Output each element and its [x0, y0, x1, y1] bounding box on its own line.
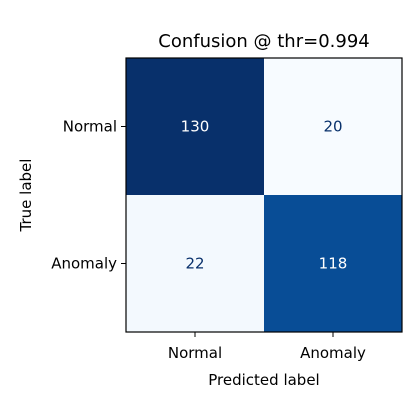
y-axis-label: True label	[17, 159, 35, 233]
cell-anomaly-normal	[126, 195, 264, 332]
cell-normal-normal-value: 130	[181, 118, 210, 136]
cell-anomaly-anomaly-value: 118	[319, 255, 348, 273]
y-tick-label: Normal	[63, 118, 117, 136]
heatmap-cells	[126, 58, 402, 332]
cell-anomaly-normal-value: 22	[185, 255, 204, 273]
cell-anomaly-anomaly	[264, 195, 402, 332]
cell-normal-normal	[126, 58, 264, 195]
cell-normal-anomaly-value: 20	[323, 118, 342, 136]
cell-value-labels: 130 20 22 118	[181, 118, 348, 273]
x-tick-label: Anomaly	[300, 344, 366, 362]
x-axis-ticks: Normal Anomaly	[168, 332, 366, 362]
chart-title: Confusion @ thr=0.994	[158, 31, 369, 52]
y-tick-label: Anomaly	[51, 255, 117, 273]
plot-frame	[125, 57, 403, 333]
x-tick-label: Normal	[168, 344, 222, 362]
cell-normal-anomaly	[264, 58, 402, 195]
x-axis-label: Predicted label	[208, 371, 319, 389]
y-axis-ticks: Normal Anomaly	[51, 118, 126, 273]
